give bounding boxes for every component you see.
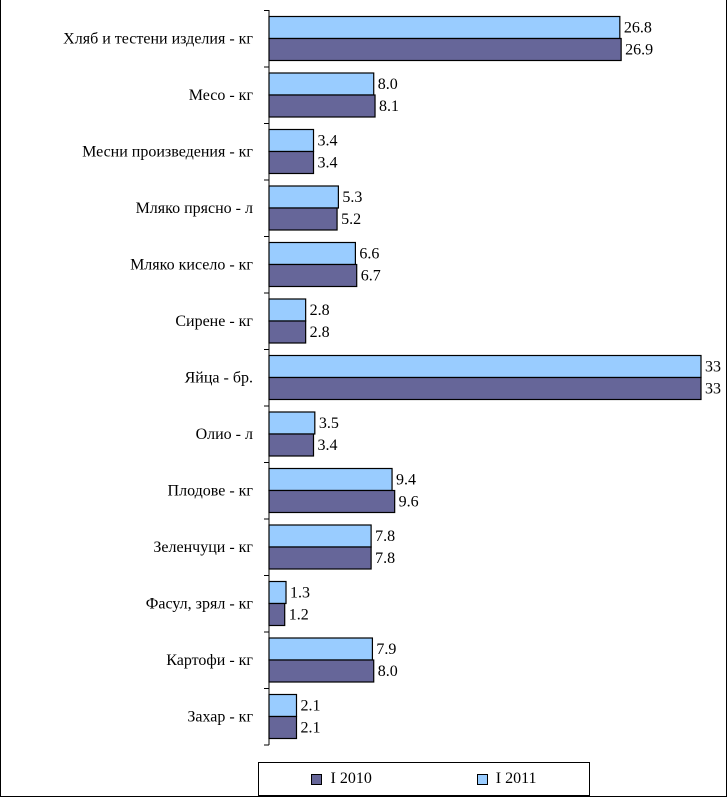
data-label: 6.7 <box>361 268 381 285</box>
bar <box>268 546 372 570</box>
legend: I 2010 I 2011 <box>258 762 590 796</box>
data-label: 3.5 <box>319 415 339 432</box>
category-label: Плодове - кг <box>168 483 254 500</box>
bar <box>268 524 372 548</box>
bar <box>268 411 316 435</box>
data-label: 5.3 <box>342 189 362 206</box>
legend-swatch-2011 <box>476 773 488 785</box>
data-label: 8.0 <box>378 76 398 93</box>
bar <box>268 207 338 231</box>
bar <box>268 185 339 209</box>
category-label: Сирене - кг <box>175 313 253 330</box>
category-label: Месни произведения - кг <box>82 144 253 161</box>
data-label: 3.4 <box>318 155 338 172</box>
data-label: 33 <box>705 359 721 376</box>
category-label: Захар - кг <box>187 709 253 726</box>
data-label: 26.9 <box>625 42 653 59</box>
bar <box>268 580 287 605</box>
category-label: Яйца - бр. <box>185 370 253 387</box>
legend-swatch-2010 <box>311 773 323 785</box>
data-label: 26.8 <box>624 20 652 37</box>
category-label: Месо - кг <box>189 87 254 104</box>
category-label: Картофи - кг <box>166 652 253 669</box>
data-label: 7.8 <box>375 528 395 545</box>
data-label: 7.9 <box>376 641 396 658</box>
bar <box>268 263 358 288</box>
legend-item-2010: I 2010 <box>311 770 372 788</box>
category-label: Мляко кисело - кг <box>130 257 253 274</box>
bar <box>268 659 375 683</box>
data-label: 6.6 <box>359 246 379 263</box>
bar <box>268 37 622 62</box>
bar <box>268 637 374 661</box>
bar-chart: Хляб и тестени изделия - кг 26.8 26.9 Месо … <box>63 10 721 746</box>
bar <box>268 693 298 718</box>
data-label: 8.0 <box>378 663 398 680</box>
data-label: 3.4 <box>318 437 338 454</box>
category-label: Зеленчуци - кг <box>153 539 253 556</box>
data-label: 9.4 <box>396 472 416 489</box>
data-label: 7.8 <box>375 550 395 567</box>
data-label: 1.3 <box>290 585 310 602</box>
category-label: Хляб и тестени изделия - кг <box>63 31 253 48</box>
bar <box>268 72 375 96</box>
data-label: 3.4 <box>318 133 338 150</box>
category-label: Олио - л <box>196 426 253 443</box>
bar <box>268 241 357 266</box>
data-label: 2.8 <box>310 324 330 341</box>
legend-item-2011: I 2011 <box>476 770 537 788</box>
bar <box>268 320 307 344</box>
bar <box>268 489 396 514</box>
data-label: 9.6 <box>399 494 419 511</box>
bar <box>268 94 376 118</box>
data-label: 2.8 <box>310 302 330 319</box>
bar <box>268 602 286 627</box>
data-label: 33 <box>705 381 721 398</box>
bar <box>268 15 621 40</box>
bar <box>268 715 298 740</box>
legend-label-2011: I 2011 <box>495 770 537 787</box>
data-label: 5.2 <box>341 211 361 228</box>
bar <box>268 433 315 457</box>
category-label: Фасул, зрял - кг <box>146 596 254 613</box>
legend-label-2010: I 2010 <box>330 770 372 787</box>
data-label: 8.1 <box>379 98 399 115</box>
bar <box>268 354 702 379</box>
bar <box>268 128 315 153</box>
bar <box>268 150 315 175</box>
bar <box>268 467 393 492</box>
data-label: 2.1 <box>300 720 320 737</box>
bar <box>268 298 307 322</box>
data-label: 1.2 <box>289 607 309 624</box>
category-label: Мляко прясно - л <box>136 200 253 217</box>
bar <box>268 376 702 401</box>
data-label: 2.1 <box>300 698 320 715</box>
